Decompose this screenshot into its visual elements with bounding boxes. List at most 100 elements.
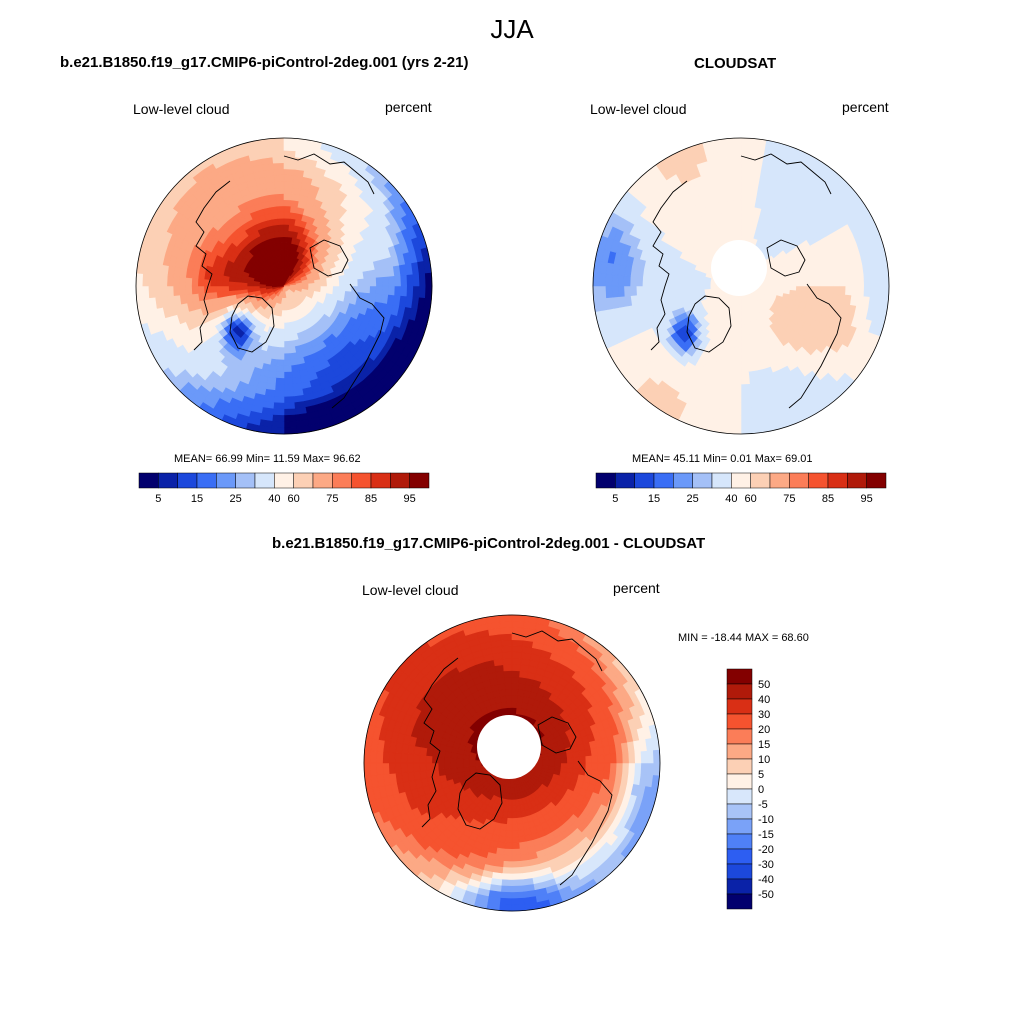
field-cell bbox=[592, 285, 601, 300]
field-cell bbox=[444, 768, 452, 776]
field-cell bbox=[733, 199, 742, 207]
obs-stats: MEAN= 45.11 Min= 0.01 Max= 69.01 bbox=[632, 453, 813, 465]
field-cell bbox=[197, 285, 205, 294]
field-cell bbox=[271, 414, 285, 423]
field-cell bbox=[611, 274, 619, 287]
field-cell bbox=[745, 340, 753, 348]
field-cell bbox=[511, 805, 517, 813]
field-cell bbox=[369, 277, 377, 287]
field-cell bbox=[598, 273, 607, 287]
obs-panel-title: CLOUDSAT bbox=[694, 55, 777, 72]
field-cell bbox=[191, 285, 199, 295]
field-cell bbox=[728, 218, 736, 226]
field-cell bbox=[623, 285, 631, 297]
colorbar-swatch bbox=[692, 472, 713, 489]
field-cell bbox=[548, 758, 556, 764]
coastline bbox=[650, 180, 688, 351]
field-cell bbox=[274, 230, 281, 238]
field-cell bbox=[511, 842, 520, 850]
field-cell bbox=[462, 762, 470, 768]
field-cell bbox=[276, 205, 285, 213]
field-cell bbox=[734, 211, 742, 219]
field-cell bbox=[506, 707, 513, 715]
field-cell bbox=[314, 282, 322, 287]
field-cell bbox=[412, 754, 421, 764]
field-cell bbox=[623, 275, 631, 287]
field-cell bbox=[147, 285, 156, 299]
field-cell bbox=[357, 278, 365, 287]
field-cell bbox=[283, 396, 295, 404]
model-variable-label: Low-level cloud bbox=[133, 101, 230, 117]
colorbar-swatch bbox=[293, 472, 314, 489]
model-field-cells bbox=[135, 137, 433, 435]
obs-variable-label: Low-level cloud bbox=[590, 101, 687, 117]
field-cell bbox=[419, 754, 427, 764]
field-cell bbox=[832, 277, 841, 287]
field-cell bbox=[727, 426, 742, 435]
field-cell bbox=[802, 285, 810, 293]
field-cell bbox=[641, 277, 650, 287]
field-cell bbox=[554, 758, 562, 764]
field-cell bbox=[274, 180, 285, 189]
field-cell bbox=[283, 328, 289, 336]
field-cell bbox=[184, 285, 193, 295]
field-cell bbox=[730, 168, 742, 176]
field-cell bbox=[271, 143, 285, 152]
field-cell bbox=[308, 282, 316, 287]
field-cell bbox=[141, 285, 150, 299]
coastline bbox=[229, 295, 275, 353]
field-cell bbox=[765, 282, 773, 287]
field-cell bbox=[326, 281, 334, 287]
field-cell bbox=[406, 762, 415, 773]
field-cell bbox=[740, 402, 753, 410]
field-cell bbox=[283, 414, 297, 423]
colorbar-tick-label: 15 bbox=[191, 493, 203, 505]
field-cell bbox=[135, 285, 144, 300]
field-cell bbox=[740, 217, 748, 225]
field-cell bbox=[272, 402, 285, 410]
field-cell bbox=[730, 174, 742, 182]
field-cell bbox=[272, 224, 280, 232]
field-cell bbox=[560, 753, 568, 760]
field-cell bbox=[197, 278, 205, 287]
field-cell bbox=[424, 285, 433, 300]
colorbar-tick-label: 75 bbox=[326, 493, 338, 505]
field-cell bbox=[807, 272, 816, 281]
field-cell bbox=[511, 860, 522, 869]
field-cell bbox=[505, 824, 513, 832]
field-cell bbox=[215, 285, 223, 293]
field-cell bbox=[617, 274, 625, 287]
field-cell bbox=[275, 186, 285, 195]
field-cell bbox=[276, 365, 285, 373]
field-cell bbox=[338, 274, 346, 282]
field-cell bbox=[178, 276, 187, 287]
field-cell bbox=[283, 383, 294, 392]
field-cell bbox=[283, 199, 292, 207]
field-cell bbox=[666, 279, 674, 287]
field-cell bbox=[511, 787, 516, 795]
field-cell bbox=[740, 149, 754, 158]
field-cell bbox=[357, 285, 365, 294]
colorbar-swatch bbox=[274, 472, 294, 489]
field-cell bbox=[604, 273, 613, 287]
field-cell bbox=[735, 223, 742, 232]
diff-units-label: percent bbox=[613, 580, 660, 596]
field-cell bbox=[221, 280, 230, 287]
colorbar-swatch bbox=[769, 472, 790, 489]
field-cell bbox=[273, 390, 285, 398]
field-cell bbox=[740, 359, 749, 367]
field-cell bbox=[838, 276, 847, 287]
field-cell bbox=[400, 274, 408, 287]
model-coastlines bbox=[193, 153, 385, 409]
model-units-label: percent bbox=[385, 99, 432, 115]
field-cell bbox=[579, 756, 587, 764]
coastline bbox=[788, 283, 842, 409]
field-cell bbox=[277, 353, 285, 361]
field-cell bbox=[283, 168, 295, 176]
field-cell bbox=[375, 285, 384, 295]
field-cell bbox=[283, 390, 295, 398]
field-cell bbox=[697, 285, 705, 291]
field-cell bbox=[450, 767, 458, 775]
field-cell bbox=[506, 700, 513, 709]
field-cell bbox=[283, 408, 296, 416]
